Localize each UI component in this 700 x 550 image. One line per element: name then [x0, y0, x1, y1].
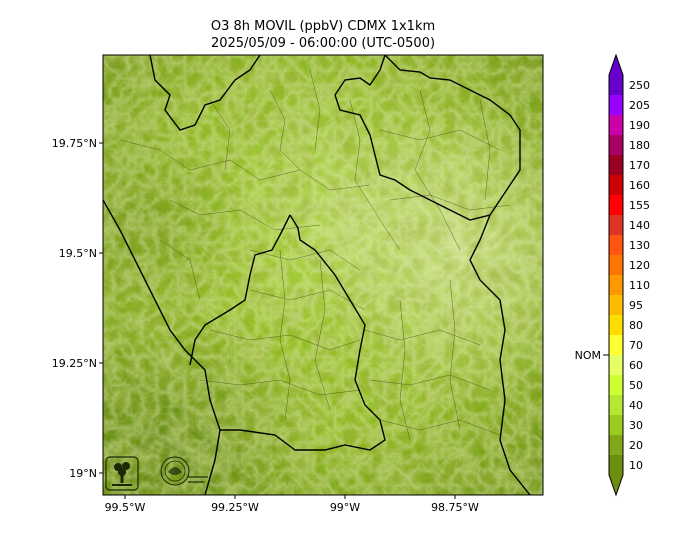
colorbar-segment	[609, 295, 623, 315]
colorbar-label: 110	[629, 279, 650, 292]
colorbar-label: 250	[629, 79, 650, 92]
nom-label: NOM	[575, 349, 601, 362]
colorbar-segment	[609, 175, 623, 195]
ozone-map-area	[103, 55, 543, 495]
colorbar-label: 205	[629, 99, 650, 112]
colorbar-segment	[609, 115, 623, 135]
lon-tick-label: 99.25°W	[211, 501, 259, 514]
colorbar-segment	[609, 455, 623, 495]
state-boundaries	[103, 55, 531, 495]
colorbar-segment	[609, 315, 623, 335]
sedema-logo	[105, 456, 139, 491]
map-title: O3 8h MOVIL (ppbV) CDMX 1x1km	[210, 19, 436, 34]
colorbar-outline	[608, 53, 624, 497]
colorbar-segment	[609, 95, 623, 115]
colorbar-segment	[609, 255, 623, 275]
lat-tick-label: 19.5°N	[59, 247, 97, 260]
colorbar-label: 30	[629, 419, 643, 432]
colorbar-segment	[609, 375, 623, 395]
colorbar-label: 180	[629, 139, 650, 152]
colorbar-label: 80	[629, 319, 643, 332]
lat-tick-label: 19°N	[69, 467, 97, 480]
colorbar-label: 170	[629, 159, 650, 172]
colorbar-label: 155	[629, 199, 650, 212]
colorbar-label: 40	[629, 399, 643, 412]
colorbar-segment	[609, 335, 623, 355]
colorbar-label: 50	[629, 379, 643, 392]
latitude-axis: 19.75°N 19.5°N 19.25°N 19°N	[52, 137, 103, 480]
colorbar-segment	[609, 415, 623, 435]
cdmx-seal-logo	[160, 456, 208, 486]
colorbar-label: 130	[629, 239, 650, 252]
colorbar-segment	[609, 135, 623, 155]
colorbar-label: 60	[629, 359, 643, 372]
colorbar-segment	[609, 395, 623, 415]
municipal-boundaries	[119, 69, 511, 441]
lat-tick-label: 19.75°N	[52, 137, 97, 150]
colorbar-label: 95	[629, 299, 643, 312]
lon-tick-label: 99.5°W	[105, 501, 146, 514]
colorbar-label: 140	[629, 219, 650, 232]
colorbar-segment	[609, 195, 623, 215]
colorbar-segment	[609, 155, 623, 175]
colorbar-label: 20	[629, 439, 643, 452]
lon-tick-label: 98.75°W	[431, 501, 479, 514]
lat-tick-label: 19.25°N	[52, 357, 97, 370]
colorbar-label: 160	[629, 179, 650, 192]
longitude-axis: 99.5°W 99.25°W 99°W 98.75°W	[105, 495, 479, 514]
colorbar-segment	[609, 235, 623, 255]
lon-tick-label: 99°W	[330, 501, 360, 514]
colorbar-segment	[609, 215, 623, 235]
colorbar-label: 190	[629, 119, 650, 132]
colorbar-segment	[609, 355, 623, 375]
colorbar-label: 70	[629, 339, 643, 352]
colorbar-segment	[609, 55, 623, 95]
colorbar-segment	[609, 275, 623, 295]
map-timestamp: 2025/05/09 - 06:00:00 (UTC-0500)	[210, 36, 436, 51]
map-frame	[102, 54, 544, 496]
colorbar: 10 20 30 40 50 60 70 80 95 110 120 130 140 155 160 170 1…	[575, 53, 650, 497]
colorbar-segment	[609, 435, 623, 455]
colorbar-label: 10	[629, 459, 643, 472]
colorbar-label: 120	[629, 259, 650, 272]
